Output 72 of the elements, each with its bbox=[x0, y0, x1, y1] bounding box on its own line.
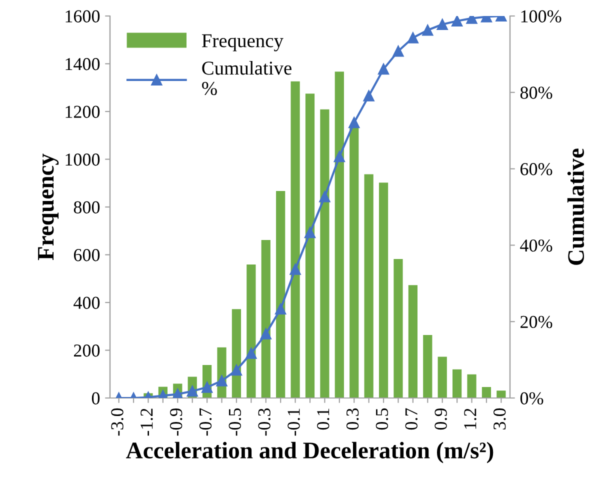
bar bbox=[452, 369, 462, 398]
point bbox=[172, 388, 184, 398]
point bbox=[452, 16, 463, 27]
x-tick-label: 0.7 bbox=[405, 408, 418, 430]
y-tick-label: 1200 bbox=[66, 106, 100, 118]
y2-tick-label: 40% bbox=[520, 239, 552, 252]
point bbox=[275, 303, 286, 315]
point bbox=[186, 386, 198, 397]
y2-tick-label: 80% bbox=[520, 86, 552, 99]
x-tick-label: 0.1 bbox=[317, 408, 330, 430]
point bbox=[436, 18, 448, 30]
x-tick-label: 0.9 bbox=[434, 408, 447, 430]
bar bbox=[423, 334, 432, 398]
point bbox=[290, 264, 301, 275]
bar bbox=[394, 259, 403, 398]
bar bbox=[290, 81, 300, 398]
point bbox=[348, 117, 360, 128]
y-axis-title: Frequency bbox=[38, 154, 59, 260]
point bbox=[392, 46, 404, 57]
y-tick-label: 200 bbox=[74, 344, 100, 357]
point bbox=[216, 375, 228, 386]
bar bbox=[334, 72, 344, 398]
y-tick-label: 1000 bbox=[66, 154, 100, 166]
bar bbox=[408, 285, 418, 398]
x-tick-label: 3.0 bbox=[494, 408, 506, 430]
y2-tick-label: 60% bbox=[520, 163, 552, 176]
x-tick-label: 0.3 bbox=[346, 408, 359, 430]
bar bbox=[305, 94, 315, 398]
bar bbox=[438, 356, 447, 398]
x-tick-label: 1.2 bbox=[464, 408, 476, 429]
point bbox=[304, 227, 316, 238]
y-tick-label: 600 bbox=[74, 249, 100, 262]
point bbox=[260, 328, 272, 340]
point bbox=[407, 32, 418, 44]
y-tick-label: 1400 bbox=[66, 58, 100, 70]
bar bbox=[378, 182, 388, 398]
bar bbox=[467, 374, 476, 398]
legend-label: Cumulative % bbox=[202, 61, 292, 96]
x-tick-label: -0.5 bbox=[228, 408, 242, 436]
bar bbox=[482, 387, 492, 398]
x-tick-label: -0.3 bbox=[258, 408, 270, 436]
y2-tick-label: 0% bbox=[520, 392, 544, 404]
point bbox=[422, 24, 434, 36]
x-tick-label: -0.7 bbox=[199, 408, 212, 436]
point bbox=[319, 191, 330, 202]
bar bbox=[320, 109, 330, 398]
point bbox=[363, 90, 374, 102]
point bbox=[378, 64, 390, 75]
x-tick-label: -3.0 bbox=[111, 408, 124, 436]
y-tick-label: 1600 bbox=[66, 10, 100, 22]
y2-tick-label: 100% bbox=[521, 10, 562, 22]
bar bbox=[350, 126, 359, 398]
x-tick-label: -0.1 bbox=[288, 408, 300, 436]
bar bbox=[496, 390, 506, 398]
legend-label: Frequency bbox=[202, 34, 284, 52]
y-tick-label: 400 bbox=[74, 296, 100, 309]
x-axis-title: Acceleration and Deceleration (m/s²) bbox=[126, 442, 494, 464]
point bbox=[246, 348, 257, 359]
point bbox=[334, 151, 345, 162]
x-tick-label: -1.2 bbox=[140, 408, 153, 436]
y-tick-label: 0 bbox=[92, 392, 100, 404]
point bbox=[230, 364, 242, 376]
bar bbox=[276, 191, 286, 398]
y-tick-label: 800 bbox=[74, 201, 100, 214]
x-tick-label: -0.9 bbox=[170, 408, 182, 436]
x-tick-label: 0.5 bbox=[376, 408, 388, 430]
bar bbox=[364, 174, 374, 398]
y2-axis-title: Cumulative bbox=[567, 148, 584, 265]
point bbox=[202, 382, 213, 393]
bar bbox=[246, 264, 256, 398]
bar bbox=[261, 240, 270, 398]
y2-tick-label: 20% bbox=[520, 316, 552, 328]
